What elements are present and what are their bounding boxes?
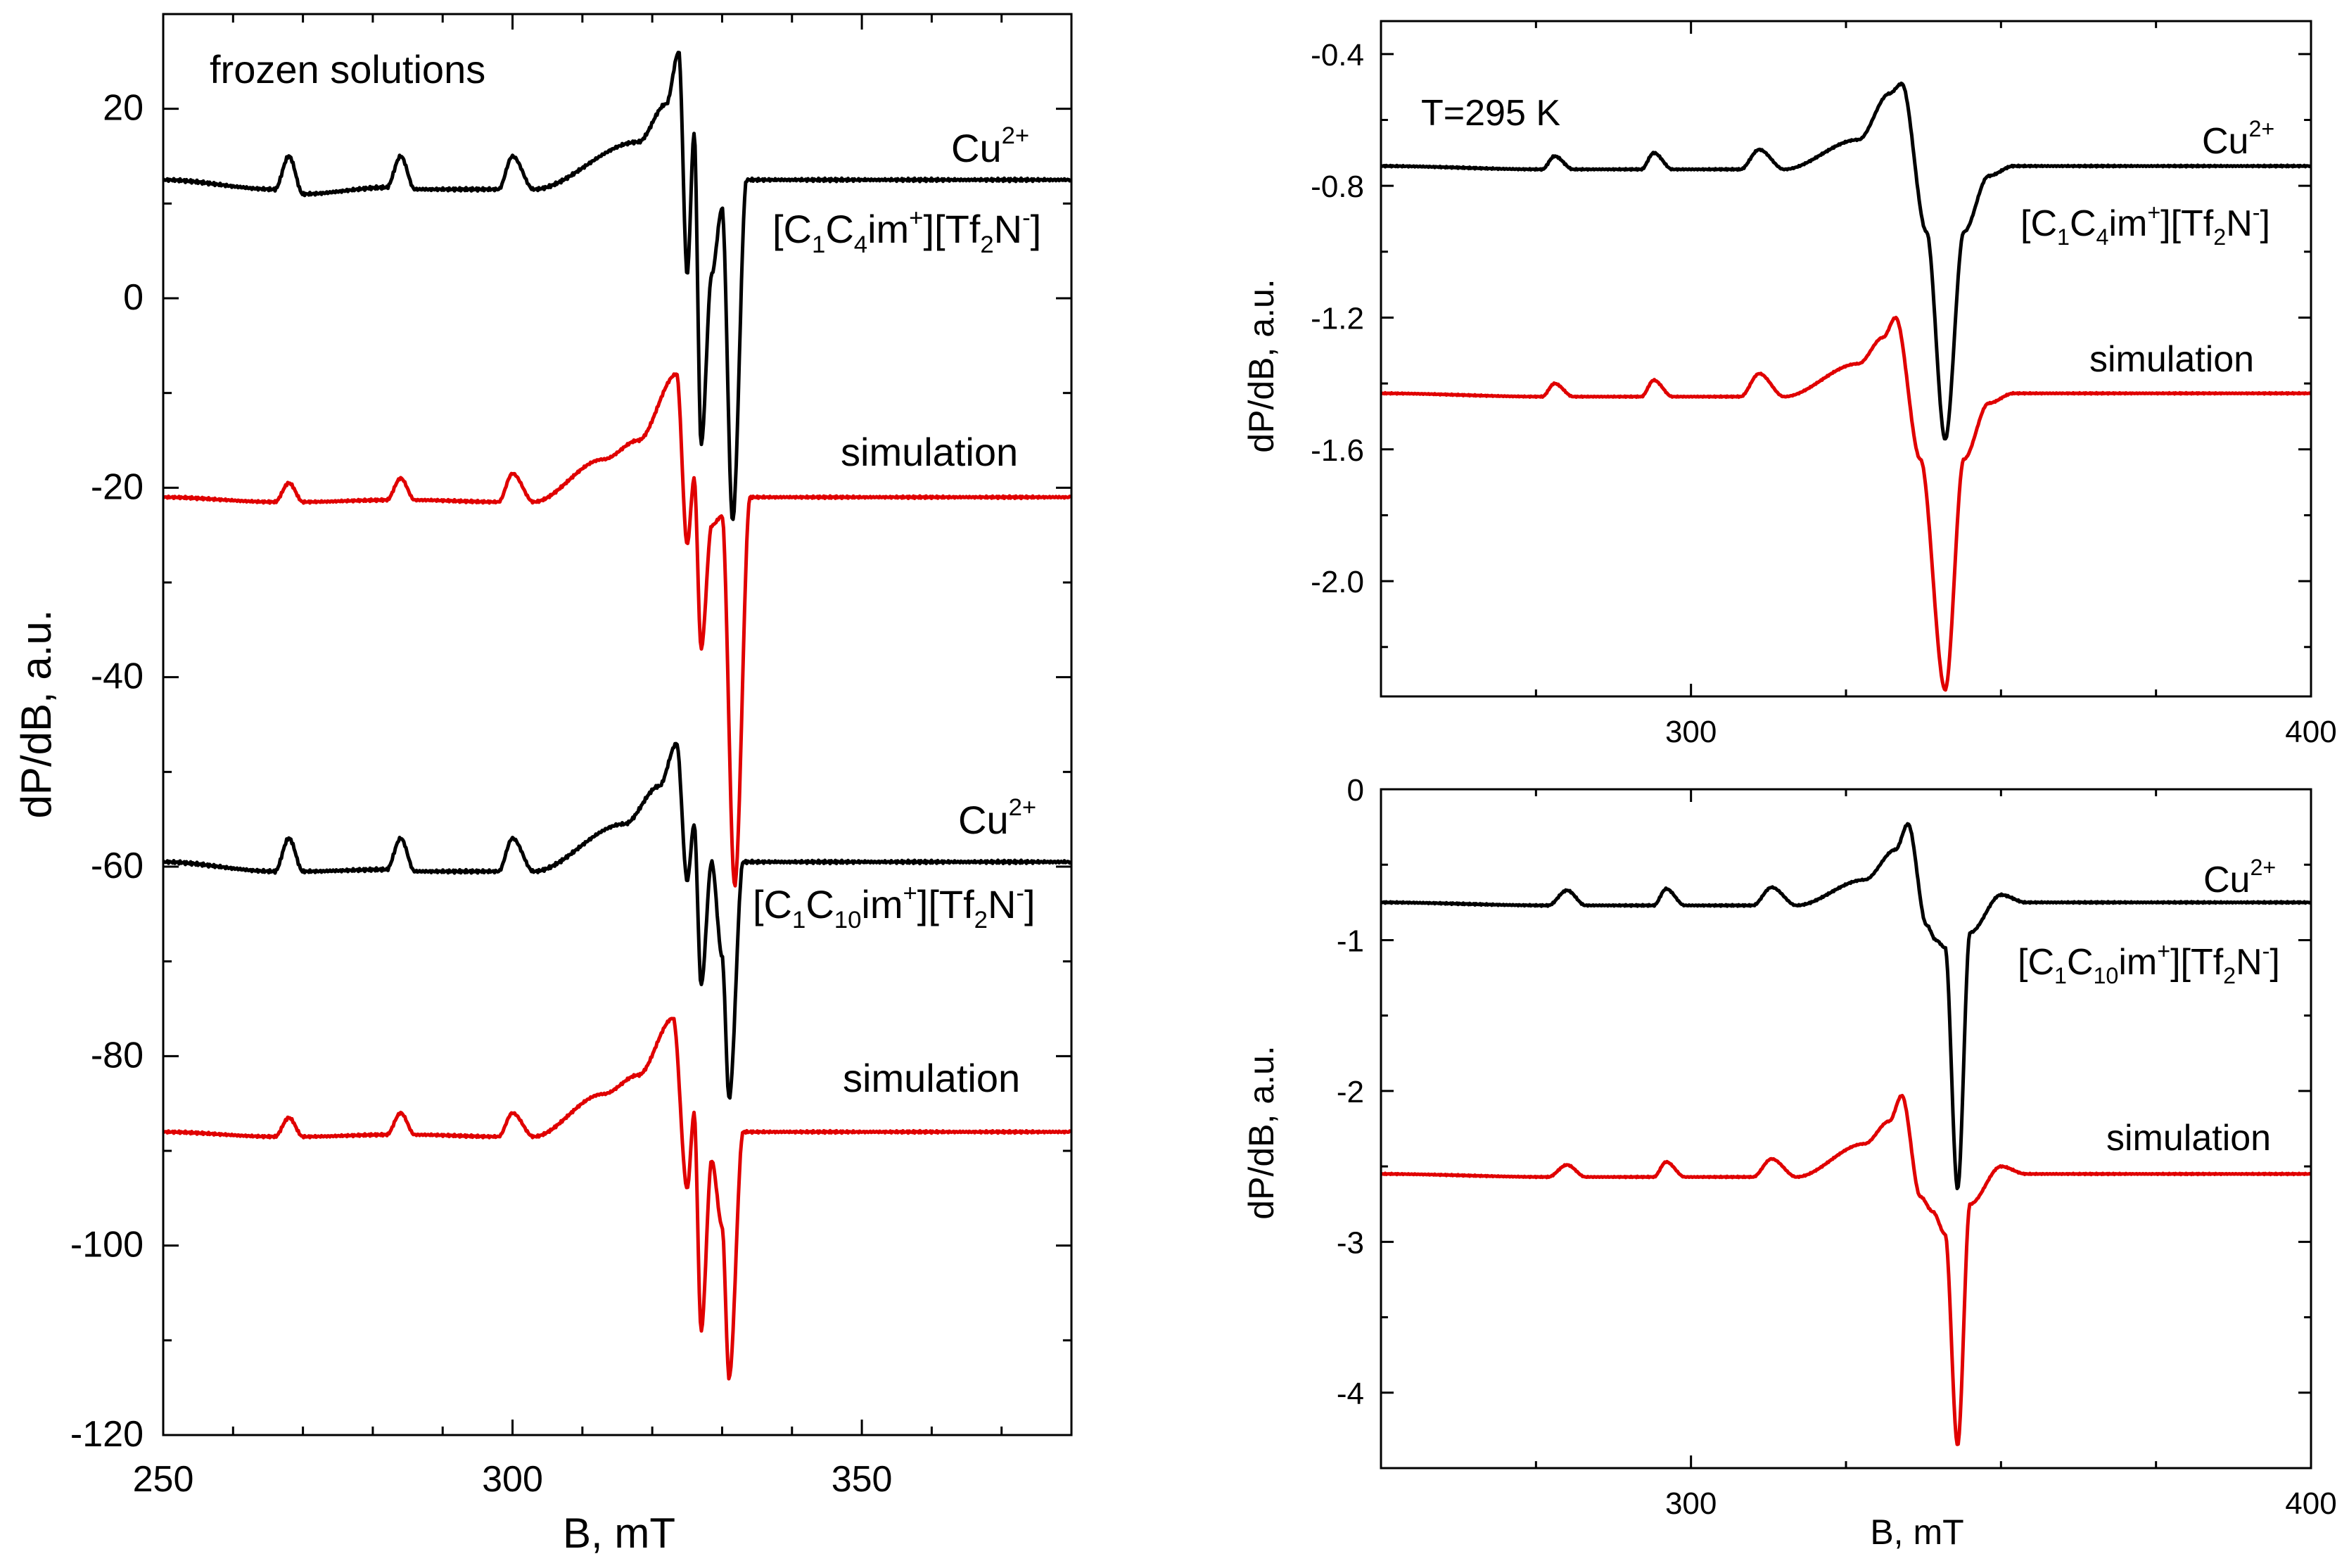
- y-tick-label: -3: [1337, 1225, 1364, 1260]
- right-top-ion-label: Cu2+: [2202, 116, 2274, 162]
- right-bottom-x-axis-title: B, mT: [1870, 1512, 1963, 1552]
- y-tick-label: -120: [70, 1414, 144, 1455]
- y-tick-label: -20: [91, 466, 144, 507]
- right-top-salt-label: [C1C4im+][Tf2N-]: [2020, 200, 2270, 250]
- right-bottom-panel: 300 400 0 -1 -2 -3 -4 Cu2+ [C1C10im+][Tf2N-] s…: [1242, 773, 2337, 1552]
- left-y-axis-title: dP/dB, a.u.: [13, 610, 60, 819]
- y-tick-label: -1.2: [1311, 301, 1364, 336]
- right-top-series-group: [1380, 81, 2312, 692]
- left-corner-note: frozen solutions: [210, 47, 485, 91]
- x-tick-label: 350: [832, 1459, 893, 1500]
- y-tick-label: -2.0: [1311, 565, 1364, 599]
- y-tick-label: 20: [103, 88, 144, 129]
- x-tick-label: 300: [482, 1459, 543, 1500]
- y-tick-label: -100: [70, 1225, 144, 1266]
- left-ion-label-2: Cu2+: [958, 794, 1036, 842]
- experiment-curve-right-top-0: [1380, 81, 2312, 441]
- simulation-curve-left-1: [162, 372, 1073, 888]
- left-ion-label-1: Cu2+: [951, 122, 1029, 170]
- experiment-curve-right-bottom-0: [1380, 822, 2312, 1190]
- y-tick-label: -2: [1337, 1075, 1364, 1109]
- right-bottom-series-group: [1380, 822, 2312, 1446]
- x-tick-label: 400: [2285, 1486, 2336, 1521]
- right-bottom-y-axis-title: dP/dB, a.u.: [1242, 1045, 1281, 1219]
- x-tick-label: 300: [1665, 715, 1717, 749]
- x-tick-label: 400: [2285, 715, 2336, 749]
- right-bottom-plot-frame: [1380, 788, 2312, 1470]
- y-tick-label: -80: [91, 1035, 144, 1076]
- simulation-curve-right-bottom-1: [1380, 1094, 2312, 1446]
- y-tick-label: 0: [123, 277, 144, 318]
- y-tick-label: -0.4: [1311, 38, 1364, 72]
- left-salt-label-1: [C1C4im+][Tf2N-]: [772, 205, 1041, 258]
- y-tick-label: -40: [91, 656, 144, 697]
- left-sim-label-2: simulation: [843, 1056, 1020, 1100]
- right-top-panel: 300 400-0.4-0.8-1.2-1.6-2.0 T=295 K Cu2+ …: [1242, 20, 2337, 749]
- left-series-group: [162, 51, 1073, 1381]
- y-tick-label: -4: [1337, 1377, 1364, 1411]
- y-tick-label: -0.8: [1311, 170, 1364, 204]
- simulation-curve-left-3: [162, 1016, 1073, 1381]
- left-plot-frame: [162, 13, 1073, 1436]
- right-bottom-salt-label: [C1C10im+][Tf2N-]: [2018, 938, 2280, 988]
- y-tick-label: -1.6: [1311, 433, 1364, 468]
- y-tick-label: -60: [91, 846, 144, 886]
- experiment-curve-left-0: [162, 51, 1073, 521]
- y-tick-label: 0: [1347, 773, 1364, 808]
- left-sim-label-1: simulation: [841, 430, 1018, 474]
- left-ticks: 250 300 350 20 0 -20 -40 -60 -80 -100 -120: [70, 13, 1073, 1500]
- simulation-curve-right-top-1: [1380, 315, 2312, 692]
- right-bottom-ion-label: Cu2+: [2203, 855, 2276, 900]
- right-top-sim-label: simulation: [2089, 339, 2254, 380]
- y-tick-label: -1: [1337, 924, 1364, 958]
- x-tick-label: 250: [133, 1459, 194, 1500]
- right-bottom-ticks: 300 400 0 -1 -2 -3 -4: [1337, 773, 2337, 1521]
- right-top-y-axis-title: dP/dB, a.u.: [1242, 279, 1281, 452]
- experiment-curve-left-2: [162, 741, 1073, 1100]
- left-x-axis-title: B, mT: [563, 1510, 675, 1557]
- left-salt-label-2: [C1C10im+][Tf2N-]: [753, 880, 1036, 933]
- left-panel: 250 300 350 20 0 -20 -40 -60 -80 -100 -120 frozen …: [13, 13, 1073, 1557]
- right-top-corner-note: T=295 K: [1421, 93, 1560, 134]
- right-top-plot-frame: [1380, 20, 2312, 698]
- right-bottom-sim-label: simulation: [2106, 1118, 2271, 1159]
- x-tick-label: 300: [1665, 1486, 1717, 1521]
